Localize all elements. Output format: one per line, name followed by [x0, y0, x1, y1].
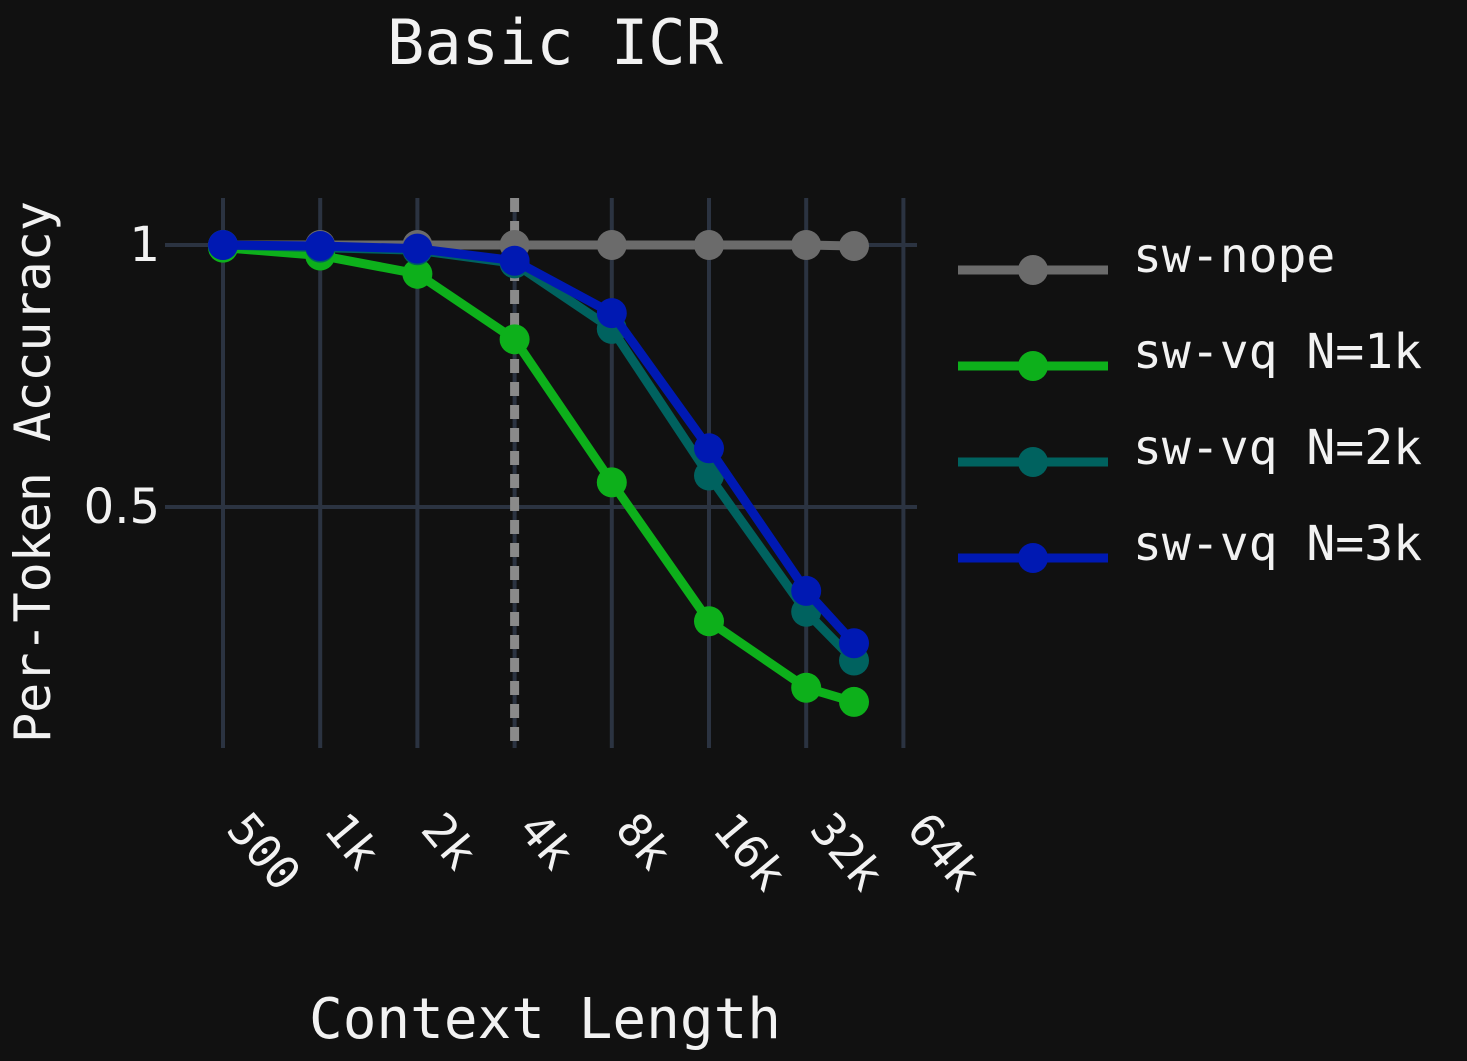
- data-point: [791, 575, 822, 606]
- chart-title: Basic ICR: [387, 6, 724, 79]
- y-tick-label: 1: [129, 217, 160, 273]
- y-tick-label: 0.5: [84, 479, 160, 535]
- series-group: [208, 230, 870, 717]
- series-sw-vq-n-3k: [208, 230, 870, 659]
- data-point: [839, 686, 870, 717]
- legend-swatch-marker: [1018, 447, 1048, 477]
- data-point: [208, 230, 238, 260]
- y-axis-label: Per-Token Accuracy: [4, 201, 62, 743]
- legend-swatch-marker: [1018, 543, 1048, 573]
- legend-swatch-marker: [1018, 255, 1048, 285]
- legend: sw-nope sw-vq N=1k sw-vq N=2k sw-vq N=3k: [958, 228, 1422, 573]
- legend-label: sw-vq N=3k: [1133, 516, 1422, 572]
- data-point: [596, 230, 627, 260]
- data-point: [839, 628, 870, 659]
- data-point: [694, 460, 724, 491]
- series-line: [218, 240, 859, 648]
- data-point: [839, 231, 870, 262]
- legend-item: sw-vq N=2k: [958, 420, 1422, 477]
- y-axis-ticks: 10.5: [84, 217, 160, 535]
- data-point: [694, 606, 724, 637]
- series-line: [218, 243, 859, 707]
- legend-label: sw-nope: [1133, 228, 1335, 284]
- data-point: [596, 467, 627, 498]
- data-point: [694, 230, 724, 260]
- data-point: [402, 258, 433, 289]
- data-point: [499, 245, 530, 276]
- x-axis-label: Context Length: [309, 987, 781, 1052]
- data-point: [694, 433, 724, 464]
- legend-label: sw-vq N=1k: [1133, 324, 1422, 380]
- legend-item: sw-vq N=1k: [958, 324, 1422, 381]
- data-point: [596, 298, 627, 329]
- data-point: [402, 233, 433, 264]
- legend-item: sw-vq N=3k: [958, 516, 1422, 573]
- data-point: [791, 672, 822, 703]
- data-point: [791, 230, 822, 260]
- legend-item: sw-nope: [958, 228, 1335, 285]
- data-point: [499, 324, 530, 355]
- legend-swatch-marker: [1018, 351, 1048, 381]
- legend-label: sw-vq N=2k: [1133, 420, 1422, 476]
- data-point: [305, 231, 336, 262]
